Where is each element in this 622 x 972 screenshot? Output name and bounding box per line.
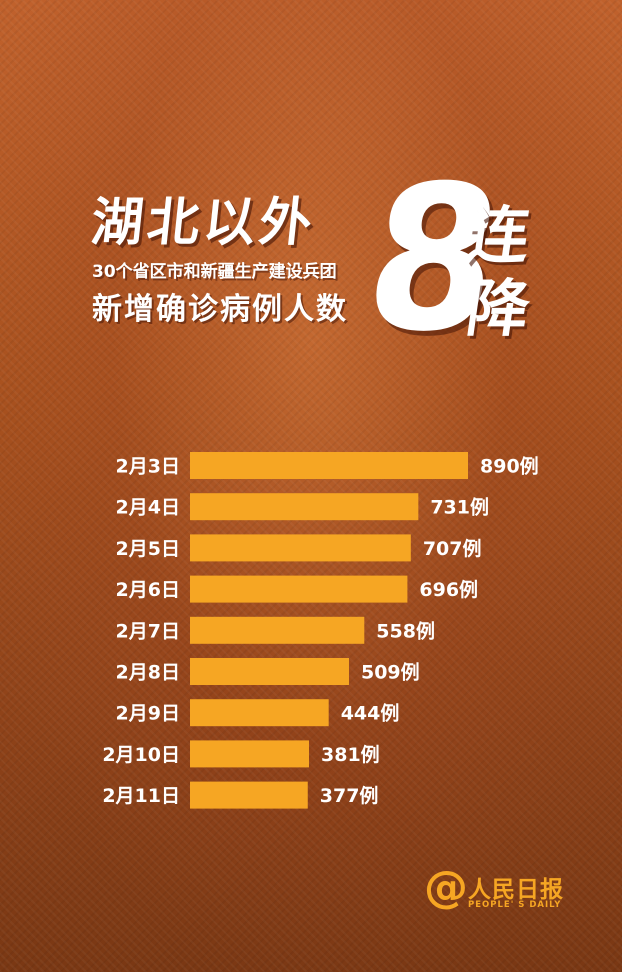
date-label: 2月11日 bbox=[102, 785, 180, 807]
date-label: 2月7日 bbox=[116, 620, 180, 642]
bar bbox=[190, 740, 310, 768]
bar bbox=[190, 534, 411, 562]
bar bbox=[190, 658, 349, 685]
logo-name-en: PEOPLE' S DAILY bbox=[468, 900, 562, 910]
side-text-jiang: 降 bbox=[462, 272, 535, 345]
headline-title: 湖北以外 bbox=[88, 193, 319, 253]
value-label: 707例 bbox=[423, 537, 482, 560]
value-label: 890例 bbox=[480, 455, 539, 478]
logo-name-cn: 人民日报 bbox=[468, 877, 564, 903]
value-label: 509例 bbox=[361, 661, 420, 684]
bar bbox=[190, 575, 408, 603]
bar bbox=[190, 493, 419, 521]
date-label: 2月9日 bbox=[116, 703, 180, 725]
bar-chart: 2月3日 890例 2月4日 731例 2月5日 707例 2月6日 696例 2月7日 558例… bbox=[102, 452, 539, 809]
value-label: 444例 bbox=[341, 702, 400, 725]
bar bbox=[190, 616, 365, 644]
date-label: 2月5日 bbox=[116, 538, 180, 560]
date-label: 2月6日 bbox=[116, 579, 180, 601]
date-label: 2月8日 bbox=[116, 662, 180, 684]
value-label: 377例 bbox=[320, 784, 379, 807]
bar bbox=[190, 781, 308, 809]
date-label: 2月3日 bbox=[116, 456, 180, 478]
subtitle-region: 30个省区市和新疆生产建设兵团 bbox=[92, 262, 337, 282]
value-label: 558例 bbox=[376, 619, 435, 642]
value-label: 381例 bbox=[321, 743, 380, 766]
bar bbox=[190, 699, 329, 727]
value-label: 696例 bbox=[419, 578, 478, 601]
date-label: 2月10日 bbox=[102, 744, 180, 766]
subtitle-metric: 新增确诊病例人数 bbox=[92, 292, 348, 327]
date-label: 2月4日 bbox=[116, 497, 180, 519]
peoples-daily-logo: @ 人民日报 PEOPLE' S DAILY bbox=[424, 862, 584, 918]
value-label: 731例 bbox=[430, 496, 489, 519]
bar bbox=[190, 452, 468, 479]
at-icon: @ bbox=[424, 862, 468, 913]
